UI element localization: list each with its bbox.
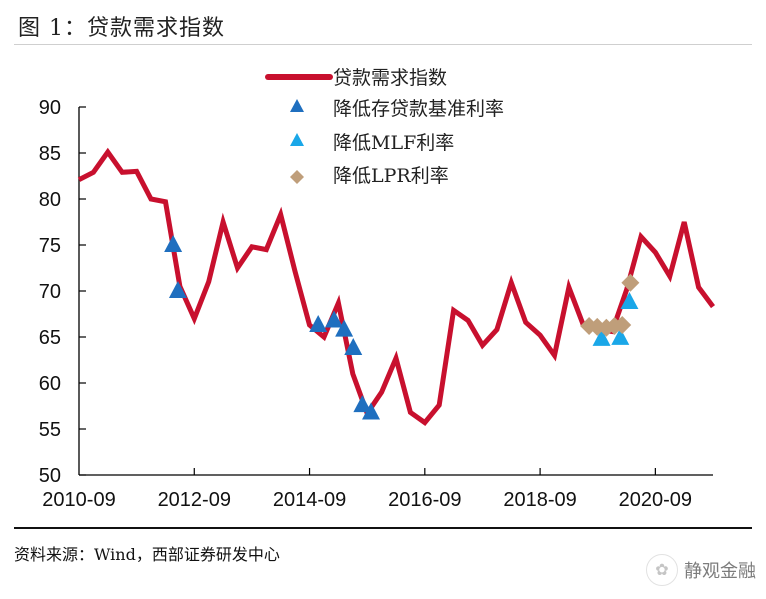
- loan-demand-chart: 50 55 60 65 70 75 80 85 90 2010-09 2012-09 2014-09 2…: [39, 67, 716, 511]
- y-tick-label: 60: [39, 373, 61, 395]
- watermark: ✿ 静观金融: [646, 550, 756, 590]
- y-tick-label: 55: [39, 419, 61, 441]
- x-tick-label: 2016-09: [388, 489, 461, 511]
- loan-demand-index-line: [77, 147, 716, 426]
- deposit-rate-cut-marker: [168, 281, 187, 298]
- title-divider: [14, 44, 752, 45]
- mlf-rate-cut-marker: [611, 327, 630, 345]
- deposit-rate-cut-marker: [344, 338, 363, 356]
- legend-triangle-deposit-icon: [290, 99, 304, 112]
- legend-label-deposit-rate-cut: 降低存贷款基准利率: [333, 98, 504, 120]
- watermark-text: 静观金融: [684, 561, 756, 582]
- deposit-rate-cut-marker: [353, 395, 372, 413]
- legend-diamond-lpr-icon: [290, 170, 304, 184]
- series-layer: [77, 147, 716, 426]
- x-tick-label: 2020-09: [619, 489, 692, 511]
- figure-title: 图 1：贷款需求指数: [18, 16, 225, 41]
- legend-label-lpr-rate-cut: 降低LPR利率: [333, 165, 449, 187]
- y-tick-label: 50: [39, 465, 61, 487]
- mlf-rate-cut-marker: [592, 328, 611, 346]
- y-tick-label: 75: [39, 235, 61, 257]
- deposit-rate-cut-marker: [325, 310, 344, 328]
- footer-divider: [14, 527, 752, 529]
- mlf-rate-cut-marker: [620, 292, 639, 310]
- x-tick-label: 2018-09: [503, 489, 576, 511]
- y-tick-label: 80: [39, 189, 61, 211]
- source-note: 资料来源：Wind，西部证券研发中心: [14, 545, 280, 564]
- legend-label-mlf-rate-cut: 降低MLF利率: [333, 132, 454, 154]
- x-tick-label: 2010-09: [42, 489, 115, 511]
- y-tick-label: 70: [39, 281, 61, 303]
- deposit-rate-cut-marker: [309, 315, 328, 333]
- legend-triangle-mlf-icon: [290, 133, 304, 146]
- x-tick-label: 2012-09: [158, 489, 231, 511]
- deposit-rate-cut-marker: [335, 319, 354, 337]
- lpr-rate-cut-marker: [621, 273, 640, 292]
- y-tick-label: 90: [39, 97, 61, 119]
- legend-label-loan-demand: 贷款需求指数: [333, 67, 447, 89]
- legend: 贷款需求指数 降低存贷款基准利率 降低MLF利率 降低LPR利率: [265, 67, 504, 187]
- deposit-rate-cut-marker: [362, 402, 381, 420]
- marker-layer: [164, 235, 640, 420]
- y-tick-label: 65: [39, 327, 61, 349]
- axes: 50 55 60 65 70 75 80 85 90 2010-09 2012-09 2014-09 2…: [39, 97, 713, 511]
- x-tick-label: 2014-09: [273, 489, 346, 511]
- y-tick-label: 85: [39, 143, 61, 165]
- lpr-rate-cut-marker: [613, 316, 632, 335]
- deposit-rate-cut-marker: [164, 235, 183, 252]
- wechat-icon: ✿: [646, 554, 678, 586]
